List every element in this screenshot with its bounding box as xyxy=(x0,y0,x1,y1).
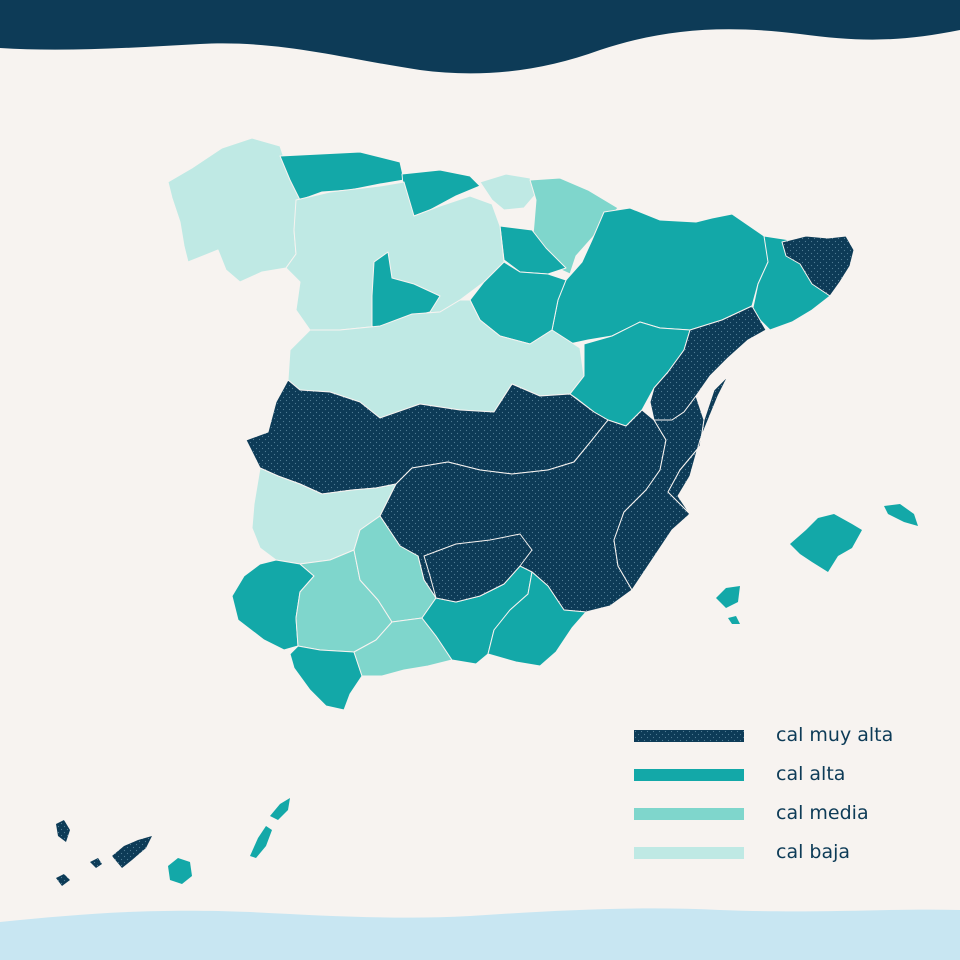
region-cadiz xyxy=(289,645,363,711)
region-lanzarote xyxy=(270,798,290,820)
peninsula xyxy=(167,137,855,711)
region-valencia xyxy=(613,395,705,591)
legend-item-baja: cal baja xyxy=(634,833,934,872)
region-formentera xyxy=(728,616,740,624)
legend-label-baja: cal baja xyxy=(776,841,851,863)
legend-swatch-media xyxy=(634,807,744,820)
region-menorca xyxy=(884,504,918,526)
region-la-rioja xyxy=(499,225,567,275)
legend-label-muy-alta: cal muy alta xyxy=(776,724,894,746)
region-gran-canaria xyxy=(168,858,192,884)
region-fuerteventura xyxy=(250,826,272,858)
region-la-gomera xyxy=(90,858,102,868)
region-galicia xyxy=(167,137,301,283)
region-cordoba xyxy=(353,515,437,623)
bottom-wave xyxy=(0,908,960,960)
region-asturias xyxy=(279,151,405,201)
region-valladolid xyxy=(371,251,441,339)
legend-swatch-muy-alta xyxy=(634,729,744,742)
legend-swatch-alta xyxy=(634,768,744,781)
legend-item-alta: cal alta xyxy=(634,755,934,794)
region-mallorca xyxy=(790,514,862,572)
region-el-hierro xyxy=(56,874,70,886)
balearic-islands xyxy=(716,504,918,624)
region-girona xyxy=(781,235,855,297)
canary-islands xyxy=(56,798,290,886)
legend: cal muy alta cal alta cal media cal baja xyxy=(634,716,934,872)
region-pais-vasco xyxy=(479,173,537,211)
legend-swatch-baja xyxy=(634,846,744,859)
legend-item-muy-alta: cal muy alta xyxy=(634,716,934,755)
region-ibiza xyxy=(716,586,740,608)
legend-label-alta: cal alta xyxy=(776,763,846,785)
region-jaen xyxy=(423,533,533,603)
region-almeria xyxy=(487,571,587,667)
top-wave xyxy=(0,0,960,74)
region-navarra xyxy=(529,177,619,275)
region-murcia xyxy=(667,375,729,515)
region-tenerife xyxy=(112,836,152,868)
region-la-palma xyxy=(56,820,70,842)
legend-item-media: cal media xyxy=(634,794,934,833)
legend-label-media: cal media xyxy=(776,802,869,824)
